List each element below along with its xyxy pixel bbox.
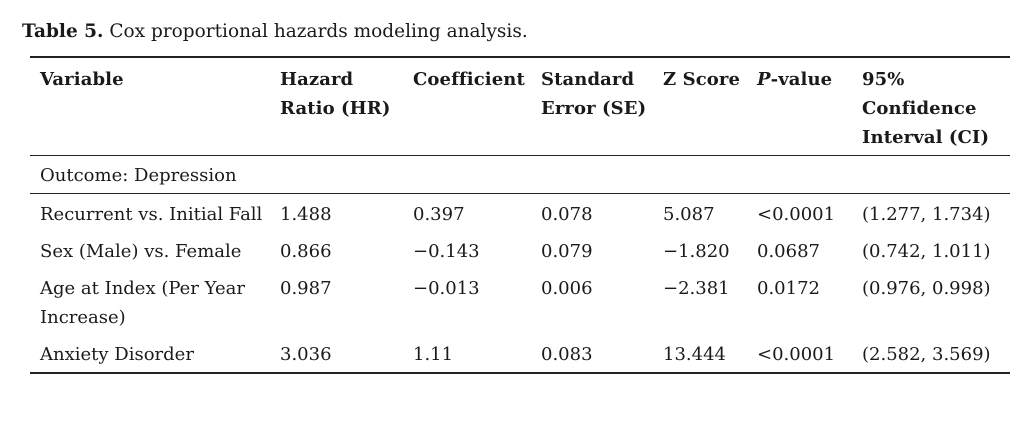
header-row: Variable Hazard Ratio (HR) Coefficient S… xyxy=(30,57,1010,156)
table-row: Age at Index (Per Year Increase) 0.987 −… xyxy=(30,270,1010,336)
cell-standard-error: 0.006 xyxy=(541,278,593,299)
cell-coefficient: 0.397 xyxy=(413,204,465,225)
header-hazard-ratio: Hazard Ratio (HR) xyxy=(280,69,391,119)
cox-hazards-table: Variable Hazard Ratio (HR) Coefficient S… xyxy=(30,56,1010,374)
cell-z-score: 5.087 xyxy=(663,204,715,225)
cell-variable: Recurrent vs. Initial Fall xyxy=(40,204,263,225)
table-row: Recurrent vs. Initial Fall 1.488 0.397 0… xyxy=(30,194,1010,234)
cell-hazard-ratio: 1.488 xyxy=(280,204,332,225)
cell-variable: Anxiety Disorder xyxy=(40,344,194,365)
header-coefficient: Coefficient xyxy=(413,69,525,90)
table-caption: Table 5. Cox proportional hazards modeli… xyxy=(22,20,528,44)
cell-coefficient: −0.013 xyxy=(413,278,480,299)
table-caption-text: Cox proportional hazards modeling analys… xyxy=(103,21,528,42)
table-row: Sex (Male) vs. Female 0.866 −0.143 0.079… xyxy=(30,233,1010,270)
cell-z-score: −2.381 xyxy=(663,278,730,299)
cell-z-score: −1.820 xyxy=(663,241,730,262)
cell-variable: Age at Index (Per Year Increase) xyxy=(40,278,245,328)
cell-hazard-ratio: 0.987 xyxy=(280,278,332,299)
cell-confidence-interval: (0.976, 0.998) xyxy=(862,278,991,299)
cell-p-value: 0.0687 xyxy=(757,241,820,262)
cell-confidence-interval: (1.277, 1.734) xyxy=(862,204,991,225)
section-row: Outcome: Depression xyxy=(30,156,1010,194)
cell-z-score: 13.444 xyxy=(663,344,726,365)
table-caption-label: Table 5. xyxy=(22,21,104,42)
cell-confidence-interval: (0.742, 1.011) xyxy=(862,241,991,262)
header-standard-error: Standard Error (SE) xyxy=(541,69,647,119)
header-p-italic: P xyxy=(757,69,771,90)
cell-hazard-ratio: 3.036 xyxy=(280,344,332,365)
cell-coefficient: 1.11 xyxy=(413,344,454,365)
cell-p-value: 0.0172 xyxy=(757,278,820,299)
cell-coefficient: −0.143 xyxy=(413,241,480,262)
header-p-value: P-value xyxy=(747,57,852,156)
header-p-rest: -value xyxy=(770,69,833,90)
header-confidence-interval: 95% Confidence Interval (CI) xyxy=(862,69,990,148)
header-z-score: Z Score xyxy=(663,69,741,90)
cell-standard-error: 0.079 xyxy=(541,241,593,262)
header-variable: Variable xyxy=(40,69,124,90)
table-row: Anxiety Disorder 3.036 1.11 0.083 13.444… xyxy=(30,336,1010,373)
cell-variable: Sex (Male) vs. Female xyxy=(40,241,242,262)
cell-standard-error: 0.078 xyxy=(541,204,593,225)
cell-hazard-ratio: 0.866 xyxy=(280,241,332,262)
cell-standard-error: 0.083 xyxy=(541,344,593,365)
cell-confidence-interval: (2.582, 3.569) xyxy=(862,344,991,365)
section-label: Outcome: Depression xyxy=(40,165,237,186)
cell-p-value: <0.0001 xyxy=(757,344,836,365)
cell-p-value: <0.0001 xyxy=(757,204,836,225)
